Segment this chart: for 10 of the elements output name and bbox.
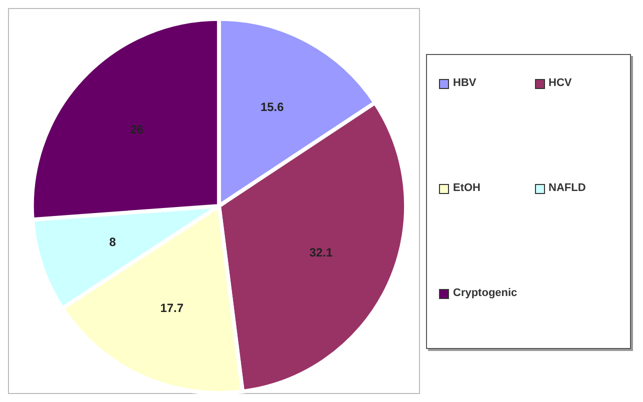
data-label: 32.1: [309, 246, 333, 260]
legend-label: NAFLD: [548, 182, 586, 194]
legend-label: HBV: [453, 76, 476, 88]
legend-label: EtOH: [453, 182, 480, 194]
data-label: 17.7: [160, 300, 184, 315]
data-label: 8: [109, 234, 116, 249]
legend-label: Cryptogenic: [453, 286, 518, 298]
legend-label: HCV: [548, 76, 572, 88]
data-label: 15.6: [260, 100, 284, 114]
data-label: 26: [130, 122, 144, 137]
